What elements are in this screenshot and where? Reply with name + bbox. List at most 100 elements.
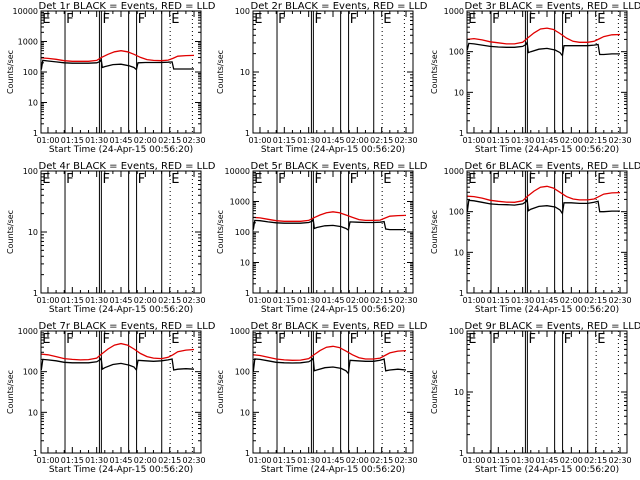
x-tick-label: 01:15	[61, 136, 84, 145]
series-events-line	[252, 356, 407, 376]
x-tick-label: 01:30	[511, 296, 534, 305]
y-tick-label: 100	[23, 68, 38, 77]
x-tick-label: 02:30	[608, 296, 631, 305]
panel-title: Det 3r BLACK = Events, RED = LLD	[465, 1, 640, 12]
panel-title: Det 1r BLACK = Events, RED = LLD	[39, 1, 216, 12]
x-tick-label: 01:00	[248, 136, 271, 145]
x-tick-label: 01:45	[535, 456, 558, 465]
x-tick-label: 02:30	[182, 456, 205, 465]
y-axis-label: Counts/sec	[430, 370, 439, 414]
x-tick-label: 02:15	[158, 136, 181, 145]
x-tick-label: 02:15	[584, 456, 607, 465]
segment-label: E	[254, 12, 262, 27]
series-events-line	[252, 217, 406, 232]
segment-label: F	[278, 12, 285, 27]
segment-label: F	[66, 172, 73, 187]
x-tick-label: 01:45	[535, 296, 558, 305]
series-events-line	[466, 197, 620, 216]
y-axis-label: Counts/sec	[216, 50, 225, 94]
x-tick-label: 02:15	[370, 296, 393, 305]
segment-label: E	[597, 332, 605, 347]
segment-label: E	[42, 12, 50, 27]
y-tick-label: 1	[33, 289, 38, 298]
panel-title: Det 7r BLACK = Events, RED = LLD	[39, 321, 216, 332]
y-tick-label: 1	[33, 129, 38, 138]
x-tick-label: 01:00	[462, 296, 485, 305]
y-tick-label: 1	[459, 289, 464, 298]
segment-label: E	[383, 332, 391, 347]
x-tick-label: 01:30	[85, 136, 108, 145]
y-tick-label: 100	[449, 48, 464, 57]
series-lld-line	[467, 27, 621, 45]
y-tick-label: 100	[23, 167, 38, 176]
segment-label: F	[66, 12, 73, 27]
x-tick-label: 01:30	[297, 136, 320, 145]
y-tick-label: 10	[28, 99, 38, 108]
segment-label: E	[171, 12, 179, 27]
series-lld-line	[253, 345, 407, 361]
x-tick-label: 02:00	[560, 456, 583, 465]
x-tick-label: 01:45	[535, 136, 558, 145]
y-tick-label: 1	[33, 449, 38, 458]
x-tick-label: 01:30	[511, 456, 534, 465]
y-tick-label: 1	[459, 129, 464, 138]
segment-label: E	[42, 332, 50, 347]
x-axis-label: Start Time (24-Apr-15 00:56:20)	[475, 145, 619, 155]
x-tick-label: 01:15	[61, 296, 84, 305]
x-tick-label: 01:15	[273, 456, 296, 465]
segment-label: F	[350, 172, 357, 187]
x-tick-label: 01:30	[511, 136, 534, 145]
segment-label: F	[529, 12, 536, 27]
y-tick-label: 1	[245, 289, 250, 298]
segment-label: F	[529, 332, 536, 347]
segment-label: F	[103, 172, 110, 187]
x-tick-label: 01:15	[487, 296, 510, 305]
segment-label: F	[564, 12, 571, 27]
segment-label: F	[138, 332, 145, 347]
x-tick-label: 02:30	[394, 296, 417, 305]
y-tick-label: 100	[235, 228, 250, 237]
x-tick-label: 01:00	[36, 456, 59, 465]
x-tick-label: 02:30	[182, 296, 205, 305]
y-axis-label: Counts/sec	[6, 210, 15, 254]
y-axis-label: Counts/sec	[216, 210, 225, 254]
segment-label: F	[350, 332, 357, 347]
y-tick-label: 100	[449, 208, 464, 217]
x-tick-label: 02:00	[134, 296, 157, 305]
y-tick-label: 1	[245, 449, 250, 458]
y-tick-label: 10	[454, 248, 464, 257]
y-tick-label: 10000	[225, 167, 250, 176]
x-tick-label: 01:00	[36, 296, 59, 305]
segment-label: F	[315, 332, 322, 347]
x-axis-label: Start Time (24-Apr-15 00:56:20)	[49, 145, 193, 155]
x-tick-label: 02:30	[608, 136, 631, 145]
segment-label: F	[103, 332, 110, 347]
x-tick-label: 02:15	[584, 136, 607, 145]
x-tick-label: 02:30	[394, 456, 417, 465]
x-axis-label: Start Time (24-Apr-15 00:56:20)	[49, 305, 193, 315]
series-events-line	[40, 57, 194, 71]
y-tick-label: 1000	[18, 38, 38, 47]
x-axis-label: Start Time (24-Apr-15 00:56:20)	[49, 465, 193, 475]
segment-label: E	[171, 172, 179, 187]
y-tick-label: 10	[240, 68, 250, 77]
series-events-line	[466, 40, 620, 58]
y-tick-label: 1000	[230, 198, 250, 207]
x-tick-label: 01:00	[462, 136, 485, 145]
x-tick-label: 02:00	[134, 136, 157, 145]
segment-label: F	[564, 172, 571, 187]
x-tick-label: 01:15	[61, 456, 84, 465]
x-tick-label: 01:15	[273, 296, 296, 305]
y-tick-label: 100	[235, 7, 250, 16]
segment-label: E	[468, 12, 476, 27]
y-axis-label: Counts/sec	[6, 370, 15, 414]
segment-label: F	[278, 332, 285, 347]
segment-label: F	[492, 332, 499, 347]
x-tick-label: 01:15	[487, 136, 510, 145]
segment-label: F	[492, 12, 499, 27]
